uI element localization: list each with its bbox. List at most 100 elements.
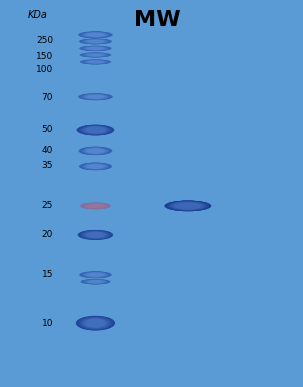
Ellipse shape [165, 201, 210, 211]
Ellipse shape [82, 318, 109, 329]
Ellipse shape [84, 279, 107, 284]
Ellipse shape [82, 94, 109, 99]
Ellipse shape [79, 46, 112, 51]
Ellipse shape [81, 279, 110, 284]
Ellipse shape [82, 231, 109, 239]
Ellipse shape [86, 46, 105, 50]
Ellipse shape [83, 272, 108, 277]
Ellipse shape [80, 32, 111, 38]
Ellipse shape [86, 39, 105, 43]
Ellipse shape [80, 39, 111, 44]
Ellipse shape [85, 280, 105, 284]
Ellipse shape [85, 60, 106, 64]
Text: MW: MW [134, 10, 181, 30]
Text: 250: 250 [36, 36, 53, 45]
Ellipse shape [83, 60, 108, 64]
Ellipse shape [83, 94, 108, 99]
Ellipse shape [86, 232, 105, 238]
Ellipse shape [80, 231, 111, 239]
Ellipse shape [82, 231, 109, 239]
Ellipse shape [175, 202, 201, 209]
Ellipse shape [82, 147, 109, 154]
Ellipse shape [80, 94, 111, 100]
Ellipse shape [79, 125, 112, 135]
Ellipse shape [87, 33, 104, 37]
Ellipse shape [84, 148, 107, 154]
Ellipse shape [88, 164, 103, 169]
Ellipse shape [167, 201, 209, 211]
Ellipse shape [80, 39, 111, 44]
Ellipse shape [86, 204, 105, 208]
Ellipse shape [85, 272, 106, 277]
Ellipse shape [77, 316, 114, 330]
Ellipse shape [79, 202, 112, 209]
Ellipse shape [85, 203, 106, 209]
Ellipse shape [82, 32, 109, 38]
Ellipse shape [84, 46, 107, 50]
Ellipse shape [88, 47, 103, 50]
Ellipse shape [85, 46, 105, 50]
Ellipse shape [81, 279, 110, 284]
Ellipse shape [168, 201, 208, 211]
Ellipse shape [171, 202, 204, 210]
Ellipse shape [78, 93, 113, 100]
Ellipse shape [82, 203, 109, 209]
Ellipse shape [85, 39, 105, 43]
Ellipse shape [85, 272, 105, 277]
Ellipse shape [86, 33, 105, 37]
Ellipse shape [79, 93, 112, 100]
Ellipse shape [81, 53, 110, 57]
Ellipse shape [81, 60, 110, 64]
Ellipse shape [85, 33, 106, 37]
Ellipse shape [82, 39, 109, 44]
Ellipse shape [86, 53, 105, 57]
Ellipse shape [87, 148, 104, 154]
Ellipse shape [80, 271, 111, 278]
Ellipse shape [84, 319, 107, 328]
Text: 35: 35 [42, 161, 53, 170]
Ellipse shape [84, 94, 107, 99]
Ellipse shape [86, 127, 105, 133]
Ellipse shape [84, 46, 107, 50]
Ellipse shape [82, 318, 108, 329]
Ellipse shape [76, 125, 115, 135]
Ellipse shape [80, 125, 111, 135]
Ellipse shape [85, 272, 106, 277]
Ellipse shape [84, 231, 107, 238]
Ellipse shape [80, 147, 111, 155]
Ellipse shape [79, 317, 112, 329]
Text: 50: 50 [42, 125, 53, 134]
Ellipse shape [84, 60, 107, 64]
Ellipse shape [86, 164, 105, 169]
Ellipse shape [88, 280, 103, 283]
Ellipse shape [82, 46, 109, 51]
Ellipse shape [82, 126, 109, 134]
Ellipse shape [80, 317, 111, 329]
Ellipse shape [80, 32, 111, 38]
Ellipse shape [81, 272, 110, 278]
Ellipse shape [80, 271, 111, 278]
Ellipse shape [87, 204, 104, 208]
Ellipse shape [81, 94, 110, 100]
Ellipse shape [81, 163, 110, 170]
Ellipse shape [78, 147, 112, 155]
Ellipse shape [88, 60, 103, 63]
Ellipse shape [175, 202, 201, 209]
Ellipse shape [87, 164, 104, 169]
Ellipse shape [85, 33, 105, 37]
Ellipse shape [87, 60, 104, 63]
Ellipse shape [76, 316, 115, 330]
Ellipse shape [83, 231, 108, 239]
Ellipse shape [166, 201, 209, 211]
Ellipse shape [82, 272, 109, 278]
Ellipse shape [166, 201, 210, 211]
Ellipse shape [84, 163, 107, 170]
Ellipse shape [81, 317, 110, 329]
Ellipse shape [77, 125, 114, 135]
Ellipse shape [172, 202, 204, 210]
Ellipse shape [81, 32, 110, 38]
Ellipse shape [86, 148, 105, 154]
Ellipse shape [81, 231, 110, 239]
Ellipse shape [82, 53, 108, 57]
Ellipse shape [81, 272, 110, 278]
